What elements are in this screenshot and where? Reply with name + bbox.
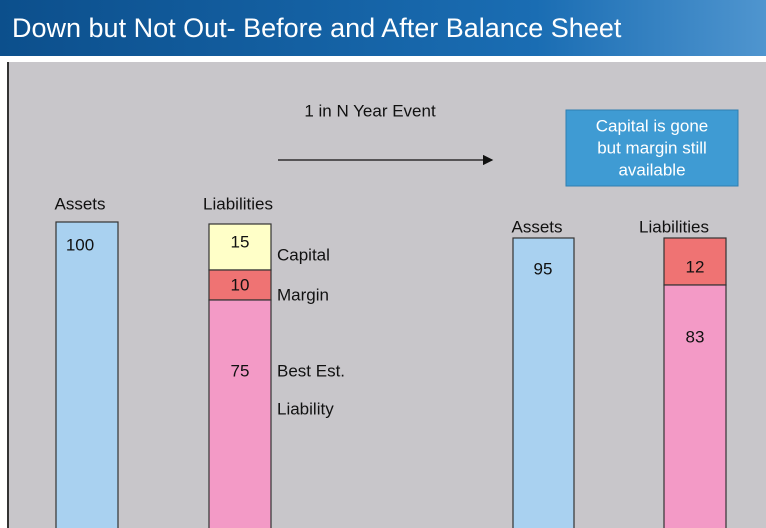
- title: Down but Not Out- Before and After Balan…: [12, 13, 622, 43]
- segment-label: Best Est.: [277, 361, 345, 380]
- segment-value: 75: [231, 361, 250, 380]
- assets-bar: [512, 237, 575, 528]
- title-bar: [0, 0, 766, 56]
- event-label: 1 in N Year Event: [304, 101, 436, 120]
- capital-segment: [208, 223, 272, 271]
- segment-label: Liability: [277, 399, 334, 418]
- callout-line: but margin still: [597, 138, 707, 157]
- callout-line: Capital is gone: [596, 116, 708, 135]
- assets-value: 95: [534, 259, 553, 278]
- best-estimate-segment: [663, 284, 727, 528]
- liabilities-label: Liabilities: [203, 194, 273, 213]
- margin-segment: [208, 269, 272, 301]
- segment-label: Capital: [277, 245, 330, 264]
- assets-value: 100: [66, 235, 94, 254]
- segment-label: Margin: [277, 285, 329, 304]
- segment-value: 15: [231, 232, 250, 251]
- segment-value: 10: [231, 275, 250, 294]
- callout-box: [565, 109, 739, 187]
- segment-value: 12: [686, 257, 705, 276]
- assets-label: Assets: [511, 217, 562, 236]
- best-estimate-segment: [208, 299, 272, 528]
- callout-line: available: [618, 160, 685, 179]
- margin-segment: [663, 237, 727, 286]
- segment-value: 83: [686, 327, 705, 346]
- liabilities-label: Liabilities: [639, 217, 709, 236]
- assets-bar: [55, 221, 119, 528]
- assets-label: Assets: [54, 194, 105, 213]
